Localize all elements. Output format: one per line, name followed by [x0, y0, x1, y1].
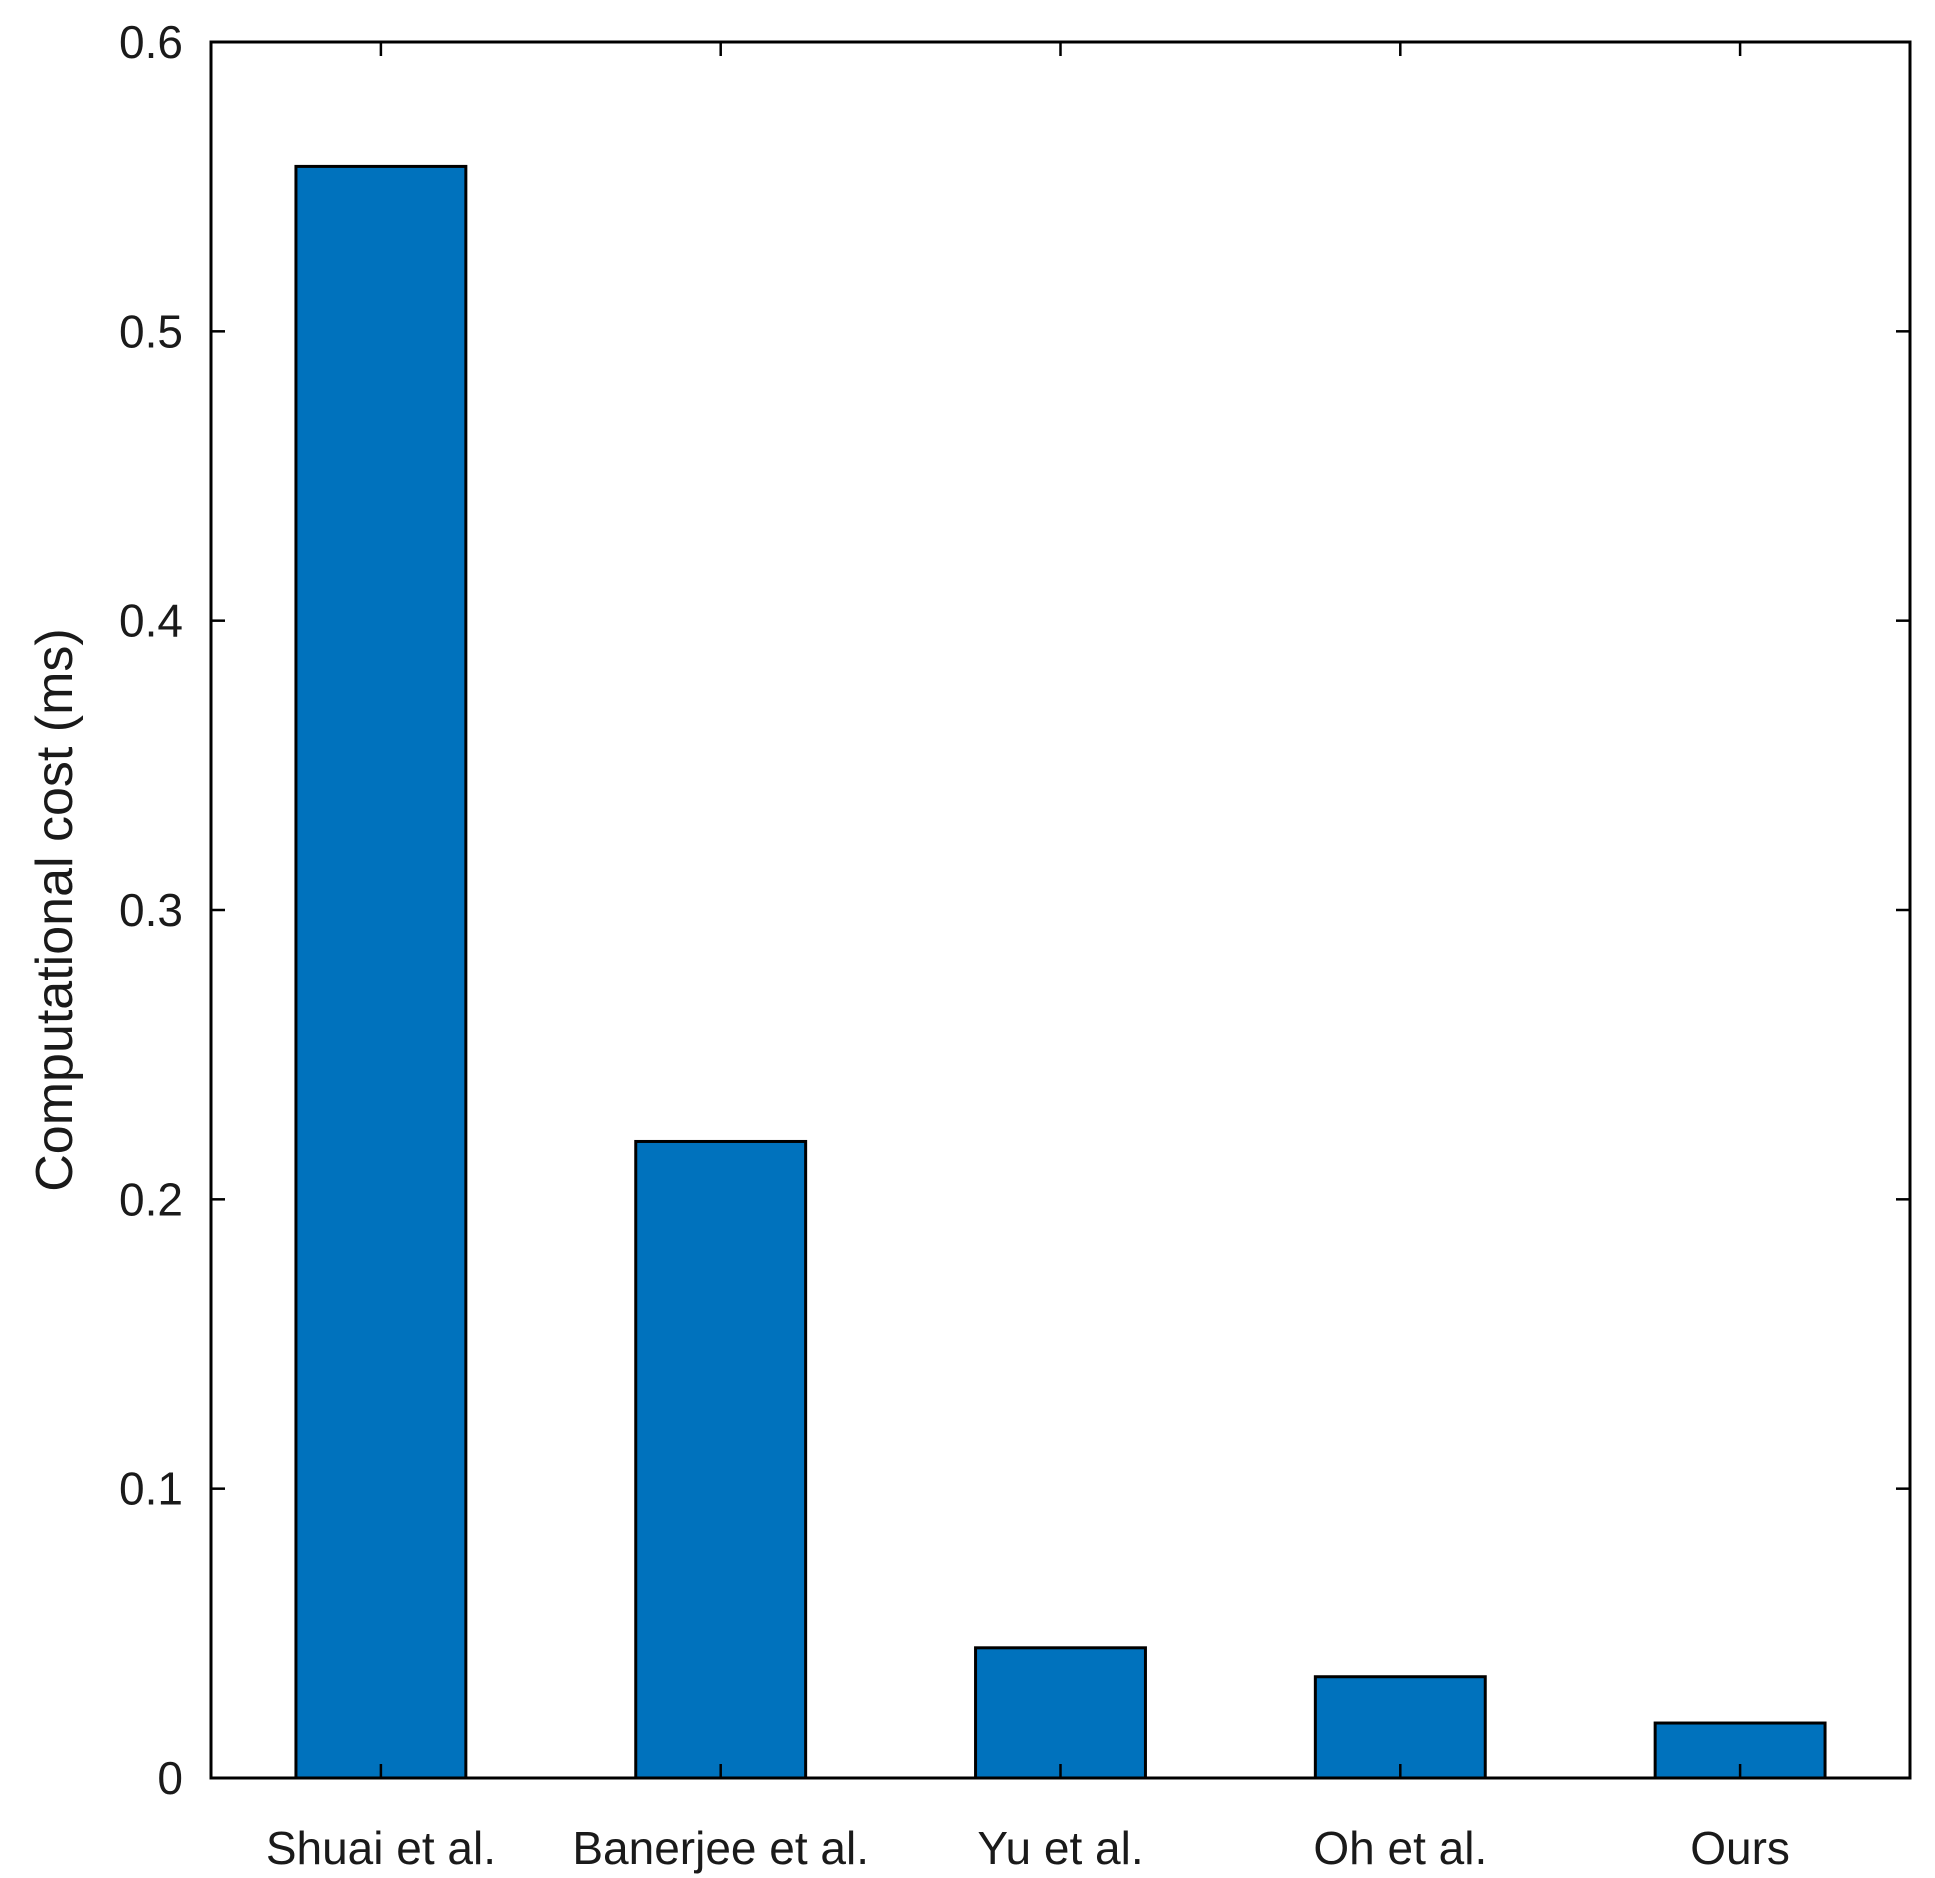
y-tick-label: 0.1	[119, 1463, 183, 1515]
x-tick-label: Ours	[1690, 1822, 1790, 1874]
y-axis-title: Computational cost (ms)	[26, 628, 84, 1192]
bar	[294, 164, 468, 1780]
y-tick-label: 0.3	[119, 884, 183, 936]
x-tick-label: Shuai et al.	[266, 1822, 496, 1874]
y-tick-label: 0.5	[119, 305, 183, 357]
y-tick-label: 0.2	[119, 1173, 183, 1225]
plot-frame	[209, 40, 1912, 1780]
x-tick-label: Oh et al.	[1313, 1822, 1487, 1874]
y-tick-label: 0	[157, 1752, 183, 1804]
bar	[634, 1139, 808, 1780]
bar	[974, 1646, 1147, 1780]
x-tick-label: Banerjee et al.	[572, 1822, 869, 1874]
bar	[1313, 1675, 1487, 1780]
labels-group: Shuai et al. Banerjee et al. Yu et al. Oh e…	[119, 16, 1790, 1874]
ticks-group	[211, 40, 1910, 1780]
bars-group	[294, 164, 1827, 1780]
y-tick-label: 0.4	[119, 595, 183, 647]
y-tick-label: 0.6	[119, 16, 183, 68]
x-tick-label: Yu et al.	[977, 1822, 1143, 1874]
